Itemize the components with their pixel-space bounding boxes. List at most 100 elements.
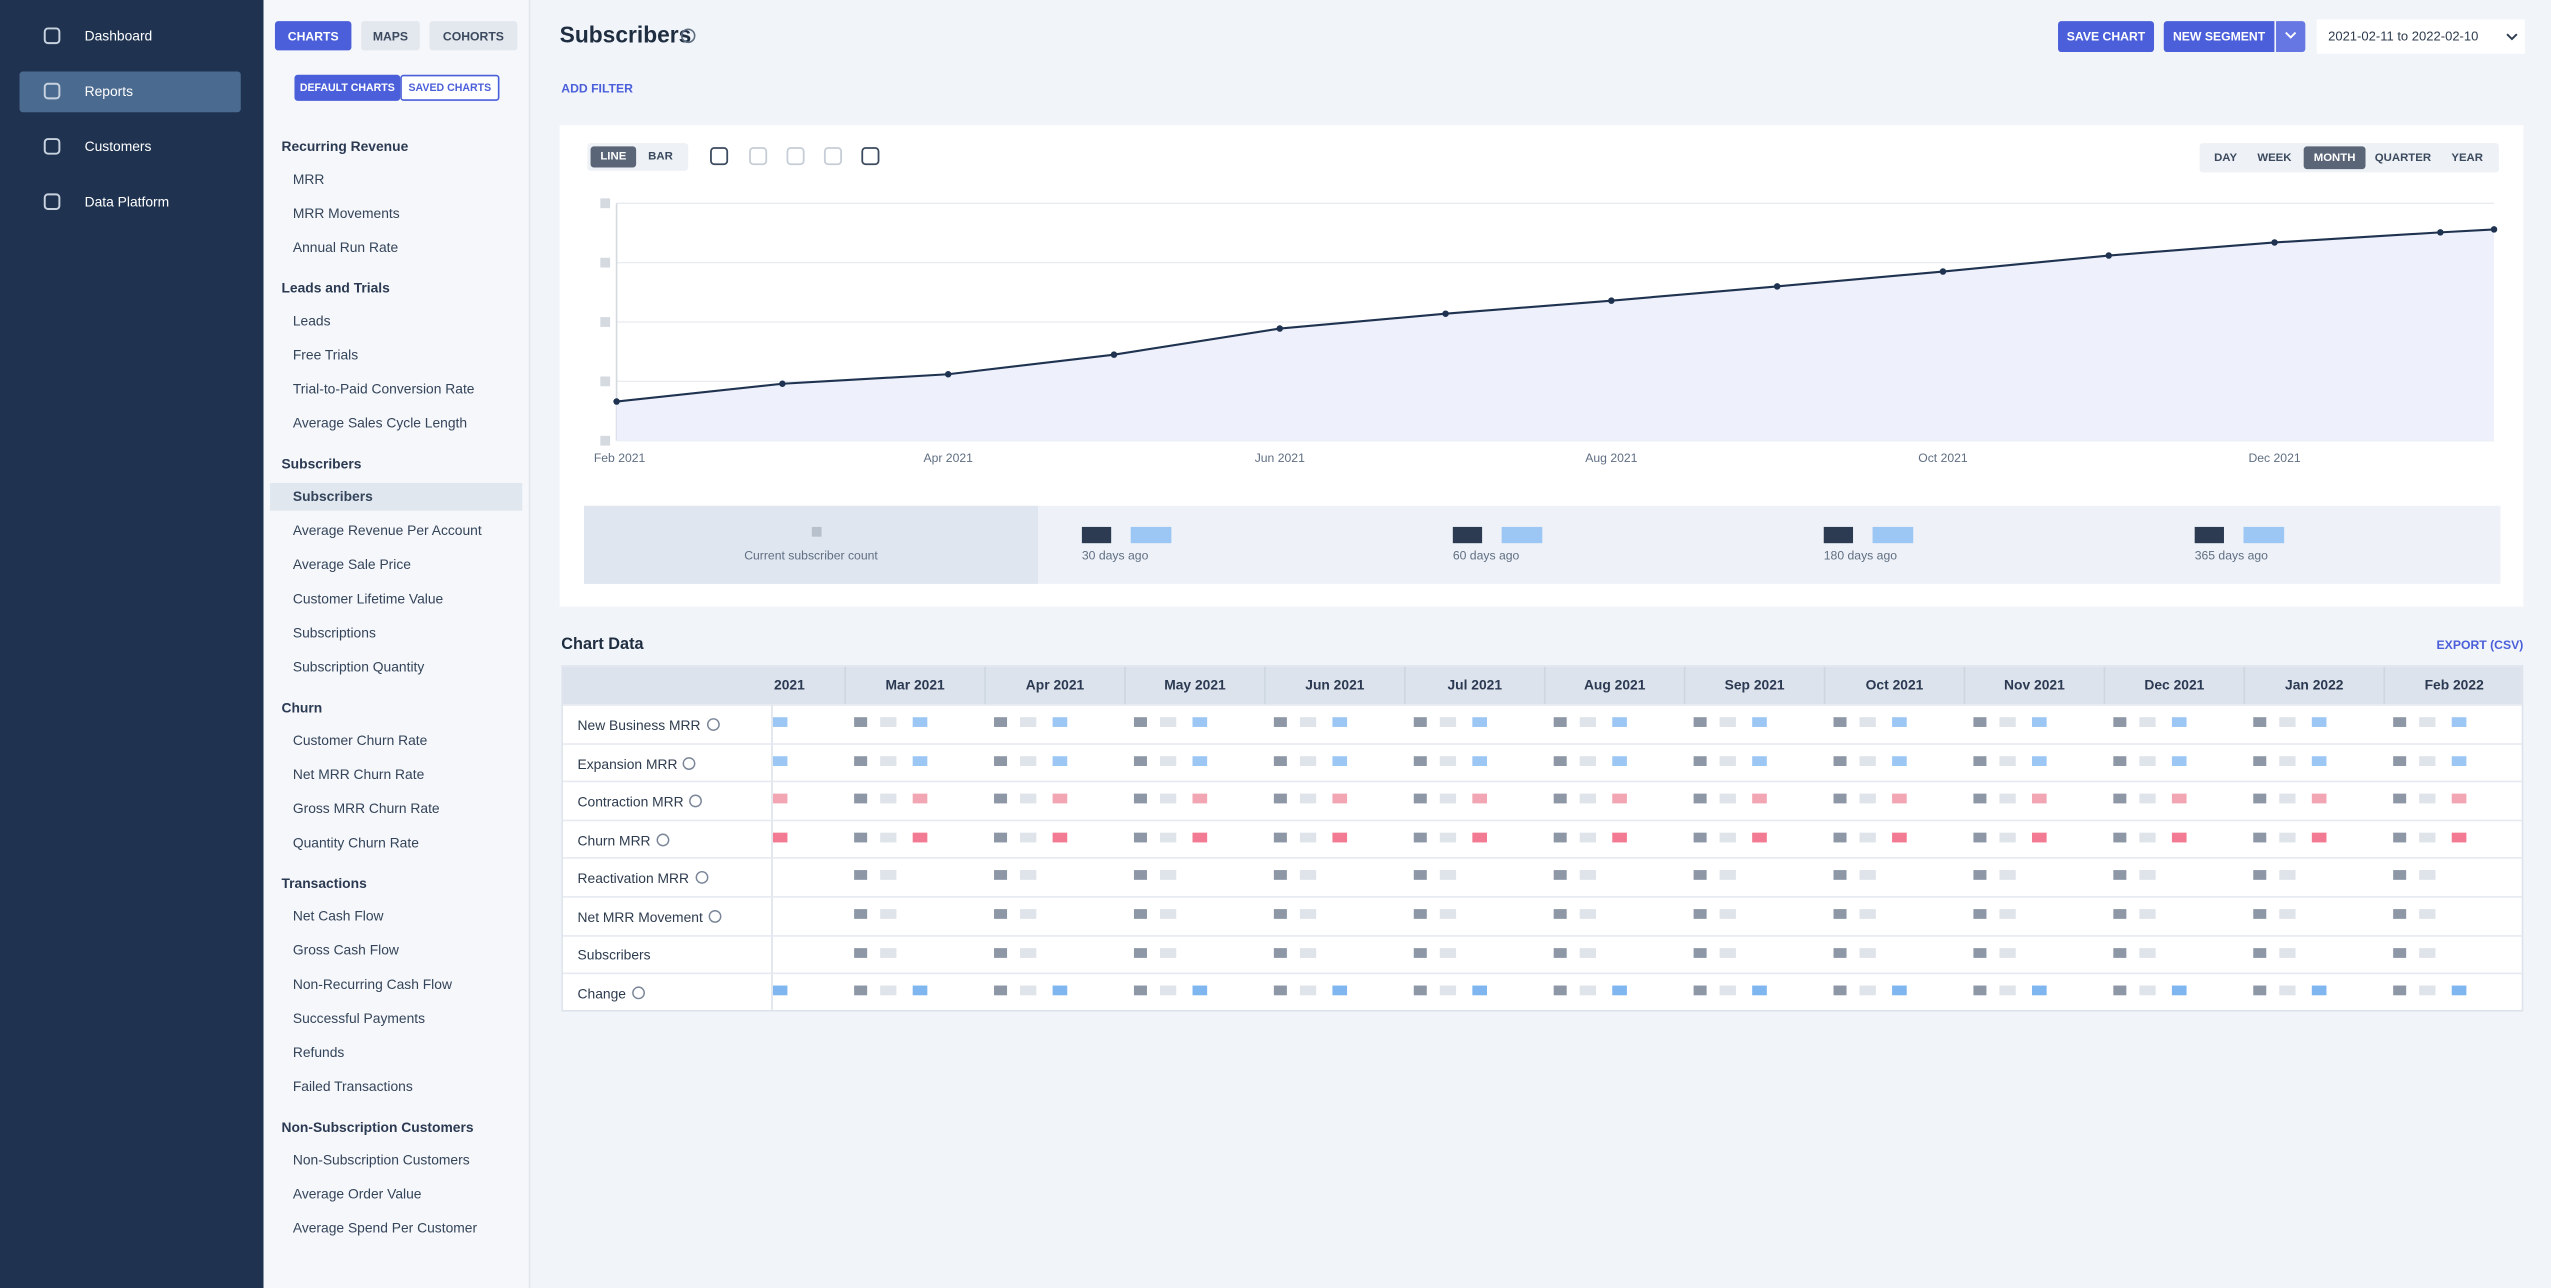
redacted-cell: [1999, 755, 2016, 766]
period-button[interactable]: WEEK: [2257, 152, 2292, 164]
nav-icon: [43, 193, 61, 210]
menu-item[interactable]: Trial-to-Paid Conversion Rate: [292, 380, 475, 397]
toggle-button[interactable]: BAR: [648, 151, 673, 163]
segment-dropdown[interactable]: [2276, 21, 2306, 53]
menu-item[interactable]: Customer Lifetime Value: [292, 590, 444, 607]
summary-strip: Current subscriber count 30 days ago 60 da…: [584, 505, 2501, 584]
redacted-cell: [1973, 947, 1987, 958]
redacted-cell: [1413, 947, 1427, 958]
menu-item[interactable]: Subscriptions: [292, 624, 376, 641]
new-segment-button[interactable]: NEW SEGMENT: [2163, 21, 2275, 53]
redacted-cell: [994, 909, 1008, 919]
menu-item[interactable]: MRR: [292, 170, 325, 188]
redacted-cell: [1299, 755, 1317, 766]
redacted-cell: [912, 793, 928, 804]
nav-item[interactable]: Dashboard: [84, 27, 153, 44]
menu-item[interactable]: Non-Recurring Cash Flow: [292, 975, 452, 993]
menu-item[interactable]: Free Trials: [292, 346, 359, 363]
period-button[interactable]: YEAR: [2451, 152, 2484, 164]
menu-item[interactable]: Refunds: [292, 1044, 345, 1061]
redacted-cell: [2113, 909, 2127, 919]
summary-label: 30 days ago: [1081, 548, 1149, 563]
point: [1608, 297, 1615, 304]
subtab[interactable]: SAVED CHARTS: [400, 74, 500, 101]
redacted-cell: [1273, 985, 1287, 996]
tab[interactable]: CHARTS: [274, 21, 352, 51]
menu-item[interactable]: Leads: [292, 312, 331, 329]
redacted-cell: [1579, 909, 1596, 919]
redacted-cell: [1192, 717, 1208, 727]
redacted-cell: [1999, 793, 2016, 804]
table-header: [562, 666, 2522, 705]
period-button[interactable]: QUARTER: [2374, 152, 2432, 164]
point: [613, 398, 620, 405]
menu-item[interactable]: Non-Subscription Customers: [292, 1151, 470, 1168]
menu-item[interactable]: Annual Run Rate: [292, 239, 399, 256]
redacted-cell: [1020, 909, 1037, 919]
icon-shape: [823, 147, 843, 166]
menu-heading: Leads and Trials: [281, 279, 390, 296]
menu-item[interactable]: Failed Transactions: [292, 1078, 413, 1095]
menu-item[interactable]: Average Revenue Per Account: [292, 522, 482, 539]
redacted-cell: [2113, 985, 2127, 996]
x-tick-label: Dec 2021: [2248, 451, 2300, 465]
menu-item[interactable]: Subscribers: [292, 487, 373, 505]
add-filter[interactable]: ADD FILTER: [561, 81, 633, 96]
tab[interactable]: COHORTS: [429, 21, 518, 51]
tab[interactable]: MAPS: [361, 21, 420, 51]
menu-item[interactable]: MRR Movements: [292, 204, 400, 222]
redacted-cell: [854, 717, 868, 727]
redacted-cell: [1273, 717, 1287, 727]
chevron: [2506, 33, 2518, 41]
redacted-cell: [2311, 985, 2327, 996]
period-button[interactable]: DAY: [2214, 152, 2238, 164]
redacted-cell: [994, 870, 1008, 881]
redacted-cell: [1413, 717, 1427, 727]
redacted-cell: [2113, 947, 2127, 958]
period-button[interactable]: MONTH: [2303, 146, 2366, 170]
x-tick-label: Feb 2021: [594, 451, 646, 465]
redacted-cell: [2419, 909, 2436, 919]
toggle-button[interactable]: LINE: [590, 146, 637, 168]
nav-item[interactable]: Customers: [84, 138, 152, 155]
column-header: Apr 2021: [984, 666, 1124, 705]
menu-item[interactable]: Average Order Value: [292, 1185, 422, 1202]
subtab[interactable]: DEFAULT CHARTS: [294, 74, 401, 101]
menu-heading: Recurring Revenue: [281, 138, 409, 155]
menu-item[interactable]: Average Spend Per Customer: [292, 1219, 478, 1236]
icon-shape: [656, 833, 670, 847]
redacted-cell: [1999, 909, 2016, 919]
date-range[interactable]: 2021-02-11 to 2022-02-10: [2316, 19, 2525, 54]
menu-item[interactable]: Gross MRR Churn Rate: [292, 800, 440, 817]
menu-item[interactable]: Customer Churn Rate: [292, 731, 428, 749]
save-chart-button[interactable]: SAVE CHART: [2058, 21, 2155, 53]
redacted-cell: [1752, 832, 1767, 843]
menu-item[interactable]: Quantity Churn Rate: [292, 834, 419, 851]
redacted-cell: [1719, 793, 1736, 804]
row-label: New Business MRR: [578, 716, 720, 733]
row-label: Expansion MRR: [578, 754, 697, 772]
menu-item[interactable]: Average Sale Price: [292, 556, 411, 573]
menu-item[interactable]: Subscription Quantity: [292, 658, 425, 675]
redacted-cell: [2419, 870, 2436, 881]
point: [2437, 229, 2444, 236]
redacted-cell: [1052, 717, 1068, 727]
redacted-cell: [880, 870, 897, 881]
menu-item[interactable]: Average Sales Cycle Length: [292, 414, 468, 431]
redacted-cell: [1439, 755, 1457, 766]
help-icon: [683, 756, 697, 770]
nav-item[interactable]: Reports: [84, 82, 134, 100]
summary-label: 180 days ago: [1823, 548, 1898, 563]
menu-item[interactable]: Net Cash Flow: [292, 907, 384, 924]
menu-item[interactable]: Successful Payments: [292, 1009, 426, 1027]
help-icon: [706, 718, 720, 731]
menu-item[interactable]: Gross Cash Flow: [292, 941, 399, 958]
menu-item[interactable]: Net MRR Churn Rate: [292, 765, 425, 783]
redacted-cell: [2171, 755, 2187, 766]
redacted-cell: [1833, 947, 1847, 958]
nav-icon: [43, 27, 61, 45]
toolbar-icon: [786, 147, 805, 166]
redacted-cell: [2139, 870, 2156, 881]
nav-item[interactable]: Data Platform: [84, 193, 170, 210]
export-csv[interactable]: EXPORT (CSV): [2436, 637, 2524, 653]
